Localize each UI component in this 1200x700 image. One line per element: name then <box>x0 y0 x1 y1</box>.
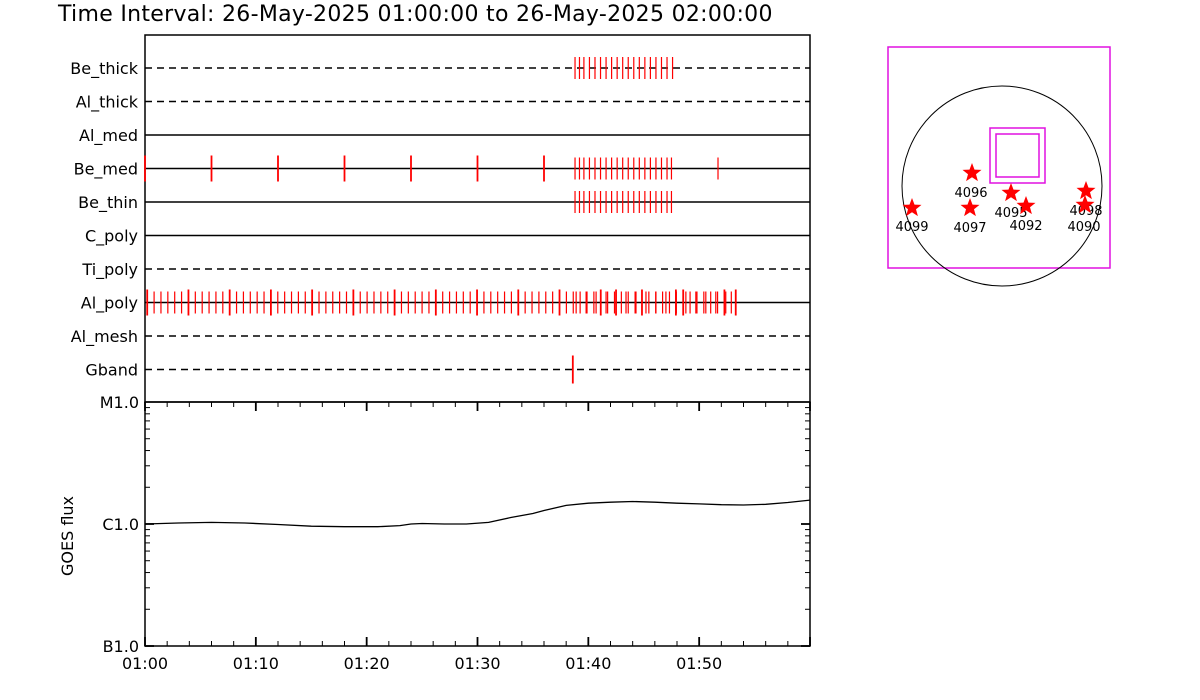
region-star <box>962 163 982 182</box>
channel-label: Al_mesh <box>71 327 138 347</box>
x-tick-label: 01:10 <box>233 654 279 673</box>
x-tick-label: 01:30 <box>454 654 500 673</box>
region-label: 4098 <box>1069 204 1102 219</box>
region-label: 4097 <box>953 221 986 236</box>
fov-inner-box <box>995 133 1040 178</box>
channel-timeline: Be_thick Al_thick Al_med Be_med Be_thin C_pol… <box>70 34 811 403</box>
channel-label: Al_med <box>79 126 138 146</box>
chart-title: Time Interval: 26-May-2025 01:00:00 to 2… <box>58 2 773 27</box>
region-star <box>1075 195 1095 214</box>
channel-label: C_poly <box>85 227 138 247</box>
fov-outer-box <box>989 127 1046 184</box>
y-axis-label: GOES flux <box>58 496 77 576</box>
region-star <box>1001 183 1021 202</box>
region-star <box>1076 181 1096 200</box>
y-tick-label: C1.0 <box>102 515 139 534</box>
region-label: 4090 <box>1067 220 1100 235</box>
x-tick-label: 01:00 <box>122 654 168 673</box>
region-star <box>902 198 922 217</box>
goes-flux-plot: 01:00 01:10 01:20 01:30 01:40 01:50 M1.0 C1.0 B1… <box>58 393 811 673</box>
map-frame <box>887 46 1111 269</box>
channel-label: Be_med <box>74 160 138 180</box>
goes-frame <box>144 401 811 647</box>
region-label: 4092 <box>1009 219 1042 234</box>
region-star <box>1016 196 1036 215</box>
x-tick-label: 01:20 <box>344 654 390 673</box>
channel-label: Al_thick <box>76 93 139 113</box>
region-label: 4099 <box>895 220 928 235</box>
x-tick-label: 01:50 <box>676 654 722 673</box>
y-tick-label: M1.0 <box>100 393 139 412</box>
channel-label: Be_thick <box>70 59 138 79</box>
solar-disk <box>901 85 1103 287</box>
y-tick-label: B1.0 <box>103 637 139 656</box>
channel-label: Be_thin <box>78 193 138 213</box>
region-label: 4096 <box>954 186 987 201</box>
region-star <box>960 198 980 217</box>
channel-label: Al_poly <box>81 294 138 314</box>
goes-flux-line <box>144 499 811 528</box>
region-label: 4095 <box>994 206 1027 221</box>
channel-label: Gband <box>85 361 138 380</box>
x-tick-label: 01:40 <box>565 654 611 673</box>
channel-label: Ti_poly <box>81 260 138 280</box>
